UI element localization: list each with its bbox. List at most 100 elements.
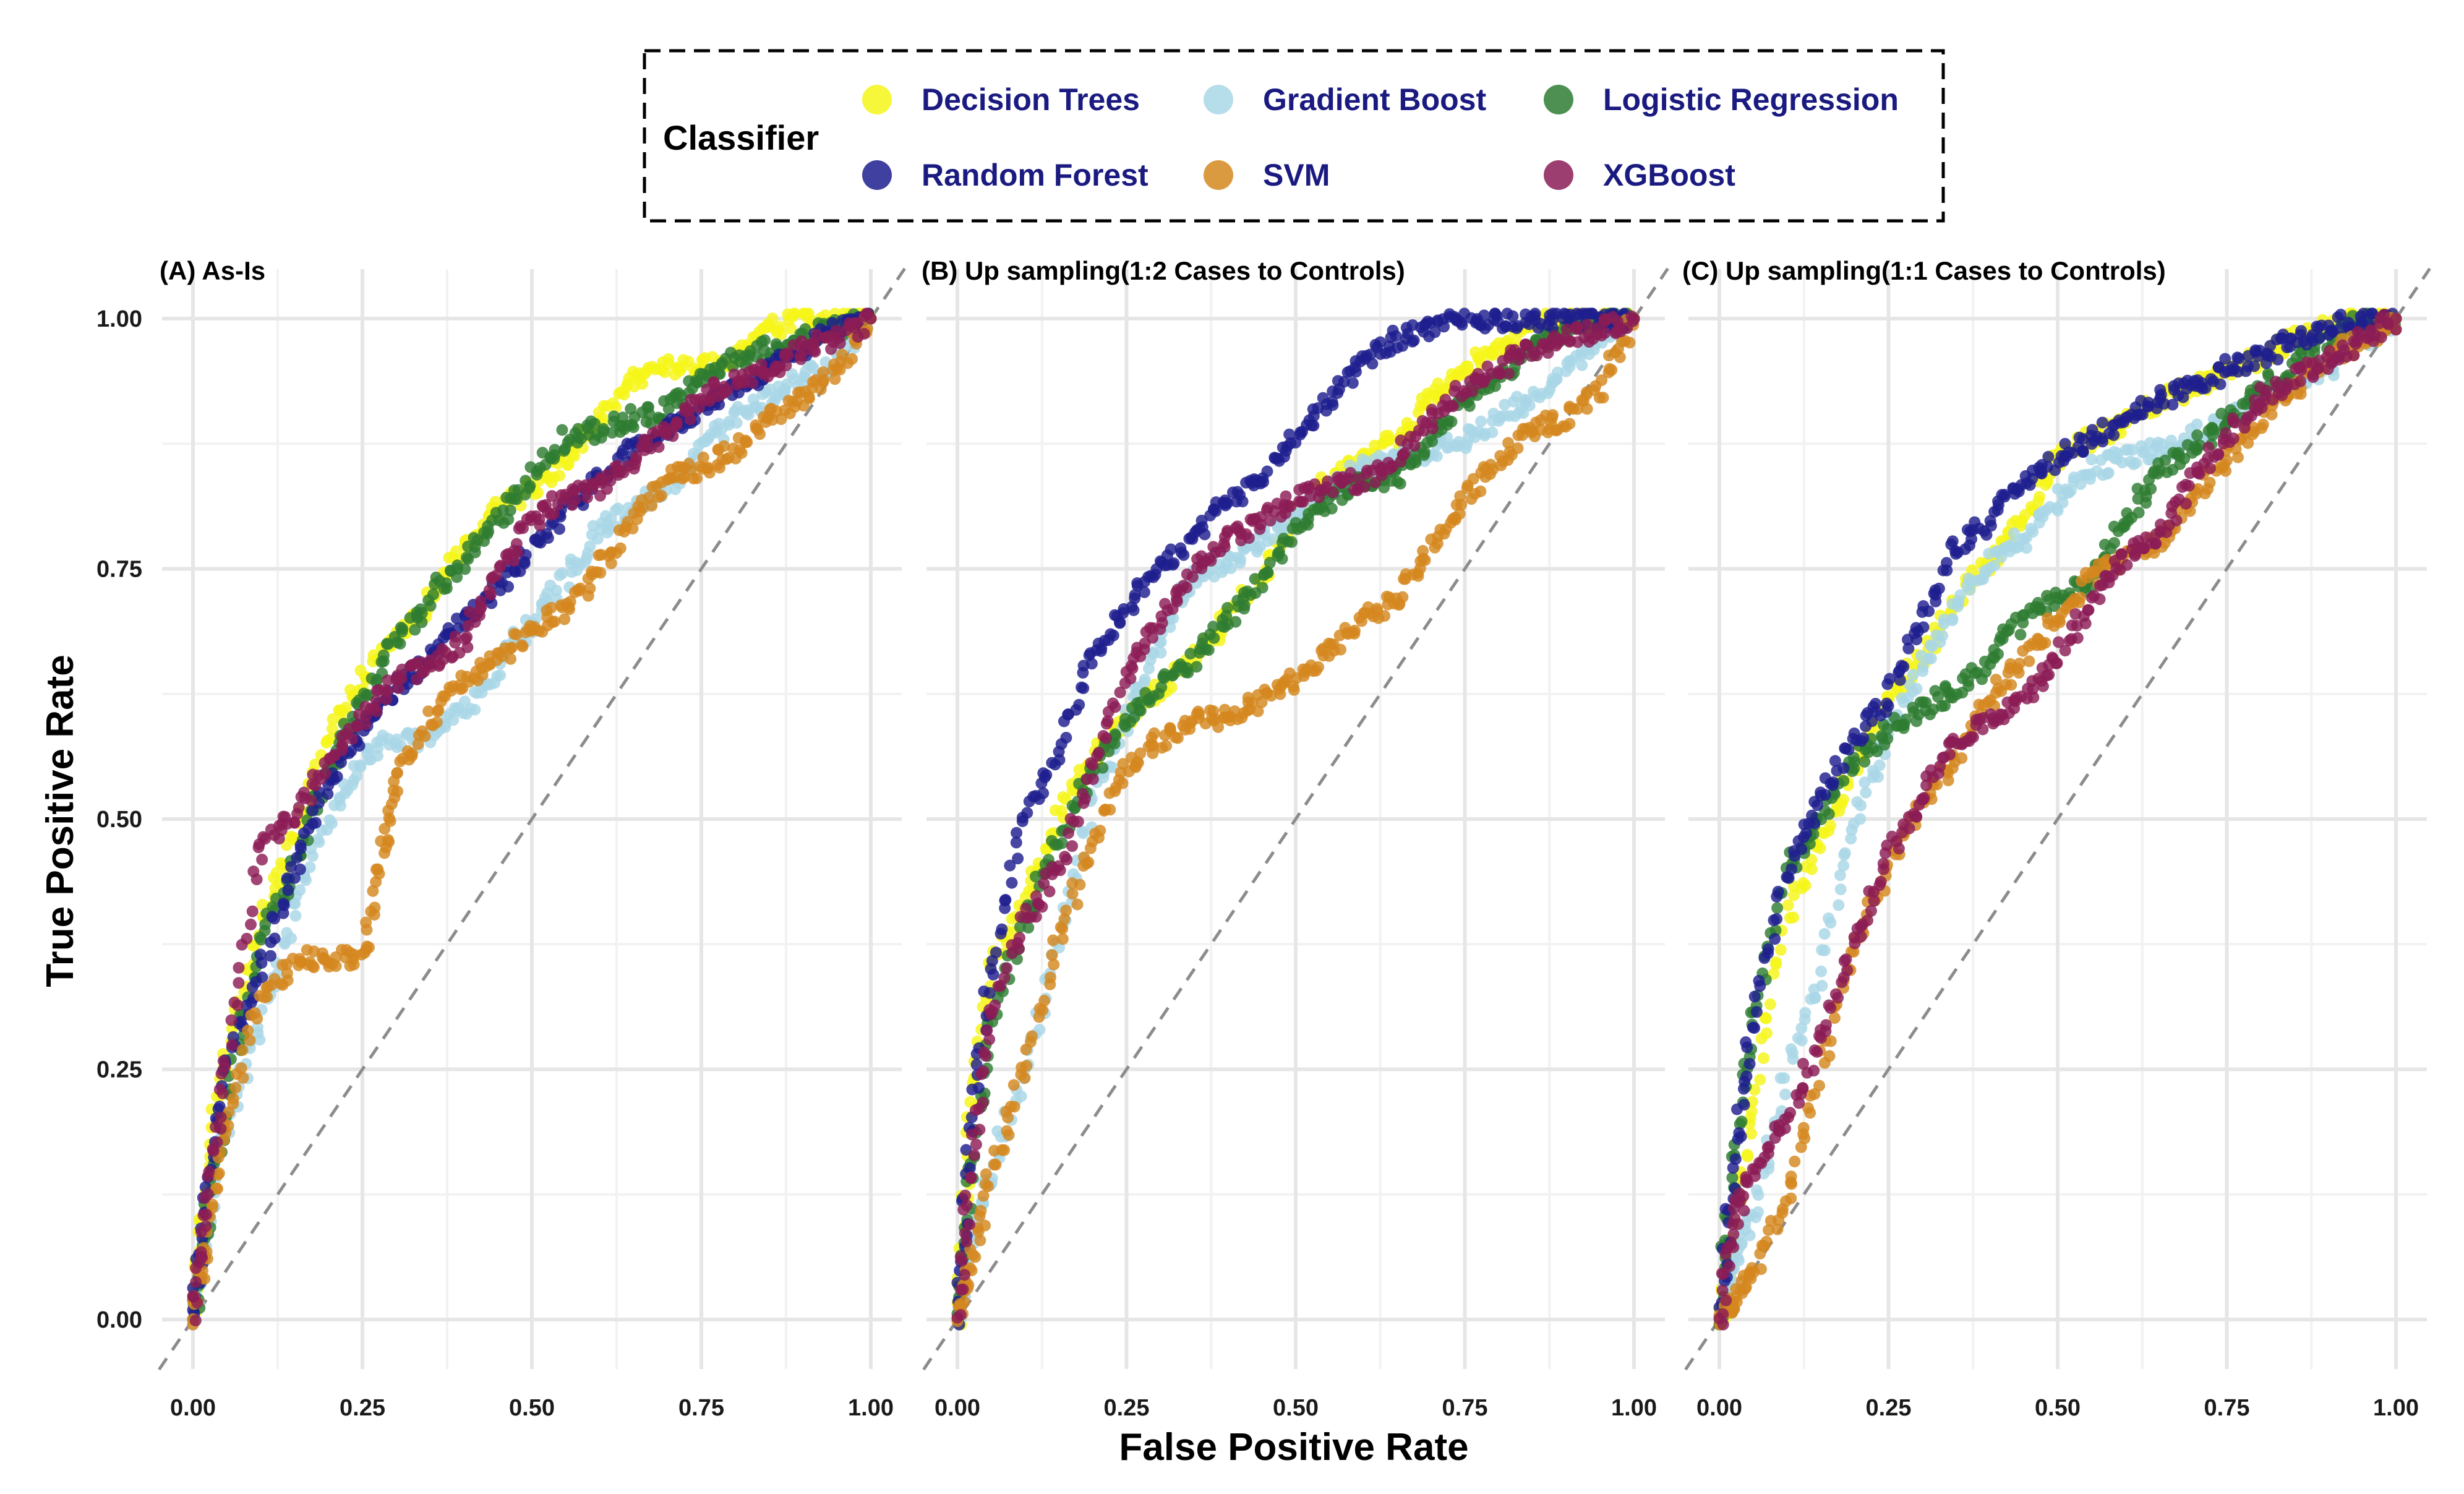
data-point xyxy=(1881,732,1894,745)
legend-swatch-gradient-boost xyxy=(1204,85,1233,114)
data-point xyxy=(973,1123,986,1136)
data-point xyxy=(211,1136,223,1149)
data-point xyxy=(965,1172,977,1185)
data-point xyxy=(1055,805,1067,817)
data-point xyxy=(392,682,404,694)
data-point xyxy=(1833,899,1845,911)
data-point xyxy=(215,1123,227,1135)
data-point xyxy=(1873,759,1886,771)
data-point xyxy=(612,502,624,515)
data-point xyxy=(1910,682,1923,695)
data-point xyxy=(1021,807,1033,819)
data-point xyxy=(1837,775,1850,787)
data-point xyxy=(1142,663,1155,675)
panel-a-x-tick-label: 0.75 xyxy=(678,1395,724,1421)
data-point xyxy=(322,788,334,801)
data-point xyxy=(195,1246,207,1258)
data-point xyxy=(1813,1080,1825,1092)
panel-a-title: (A) As-Is xyxy=(160,256,265,285)
data-point xyxy=(584,582,596,595)
data-point xyxy=(331,771,343,783)
data-point xyxy=(299,874,312,887)
data-point xyxy=(1261,465,1273,478)
legend-label-svm: SVM xyxy=(1263,158,1330,192)
data-point xyxy=(370,695,382,707)
data-point xyxy=(1779,1088,1792,1101)
data-point xyxy=(330,960,342,972)
data-point xyxy=(484,588,497,601)
data-point xyxy=(677,354,690,366)
data-point xyxy=(291,852,303,864)
data-point xyxy=(312,833,324,846)
data-point xyxy=(951,1312,964,1324)
data-point xyxy=(377,655,390,668)
data-point xyxy=(832,332,845,344)
legend-box xyxy=(643,49,1945,223)
data-point xyxy=(1486,426,1499,439)
data-point xyxy=(1026,1030,1038,1042)
data-point xyxy=(475,601,487,613)
legend-label-random-forest: Random Forest xyxy=(922,158,1149,192)
data-point xyxy=(359,718,372,731)
data-point xyxy=(568,450,581,462)
data-point xyxy=(1469,346,1482,358)
data-point xyxy=(1124,672,1137,685)
data-point xyxy=(978,1046,990,1058)
data-point xyxy=(1056,933,1069,945)
data-point xyxy=(659,366,671,379)
data-point xyxy=(1771,902,1784,914)
data-point xyxy=(1837,859,1850,872)
data-point xyxy=(608,410,620,423)
data-point xyxy=(1623,337,1636,349)
data-point xyxy=(396,625,408,638)
data-point xyxy=(1012,852,1024,865)
data-point xyxy=(646,499,658,512)
data-point xyxy=(1094,825,1106,837)
data-point xyxy=(1276,552,1288,565)
data-point xyxy=(1063,827,1075,839)
data-point xyxy=(309,758,322,771)
data-point xyxy=(326,723,338,735)
data-point xyxy=(2017,617,2029,629)
data-point xyxy=(511,546,524,559)
panel-b: (B) Up sampling(1:2 Cases to Controls) 0… xyxy=(922,256,1669,1421)
data-point xyxy=(244,918,257,930)
data-point xyxy=(1786,863,1798,875)
data-point xyxy=(1165,681,1178,693)
data-point xyxy=(396,663,408,676)
data-point xyxy=(206,1198,218,1211)
data-point xyxy=(1129,592,1141,604)
data-point xyxy=(1772,885,1784,898)
data-point xyxy=(251,1021,263,1034)
data-point xyxy=(549,616,561,628)
data-point xyxy=(1797,1122,1810,1134)
data-point xyxy=(959,1269,971,1281)
data-point xyxy=(1066,888,1079,900)
data-point xyxy=(1985,520,1997,532)
data-point xyxy=(394,638,406,650)
data-point xyxy=(1191,661,1203,673)
data-point xyxy=(1797,877,1810,889)
data-point xyxy=(1257,476,1270,488)
data-point xyxy=(382,834,394,846)
data-point xyxy=(1390,330,1402,342)
data-point xyxy=(799,345,811,357)
data-point xyxy=(361,940,373,953)
data-point xyxy=(1278,450,1290,463)
data-point xyxy=(996,923,1008,935)
legend-swatch-decision-trees xyxy=(862,85,892,114)
data-point xyxy=(1962,680,1975,692)
data-point xyxy=(1056,837,1068,849)
data-point xyxy=(1898,718,1910,731)
data-point xyxy=(382,674,394,687)
data-point xyxy=(672,387,685,399)
data-point xyxy=(1946,612,1959,625)
data-point xyxy=(549,449,561,461)
data-point xyxy=(1754,1073,1766,1086)
data-point xyxy=(2056,496,2069,509)
data-point xyxy=(702,462,714,474)
data-point xyxy=(203,1166,215,1178)
data-point xyxy=(427,588,440,601)
data-point xyxy=(1597,392,1609,404)
data-point xyxy=(1475,415,1487,427)
